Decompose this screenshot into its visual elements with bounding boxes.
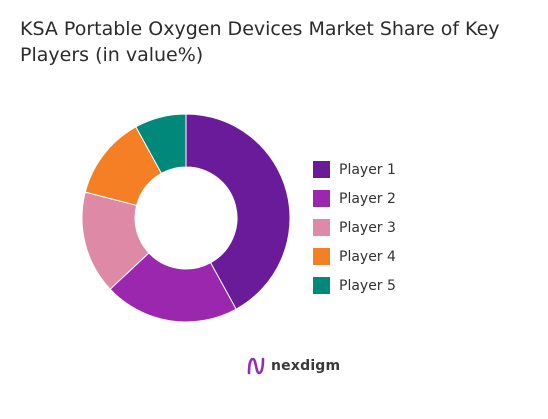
legend-label: Player 4 [339, 248, 396, 265]
brand-logo: nexdigm [246, 356, 340, 376]
chart-title: KSA Portable Oxygen Devices Market Share… [20, 18, 500, 66]
legend-label: Player 3 [339, 219, 396, 236]
brand-name: nexdigm [271, 358, 341, 374]
legend-label: Player 2 [339, 190, 396, 207]
donut-slice-2 [109, 252, 237, 323]
legend-swatch [313, 248, 330, 265]
legend-item-player-5: Player 5 [313, 271, 396, 300]
nexdigm-logo-icon [247, 357, 265, 375]
legend-swatch [313, 219, 330, 236]
legend-item-player-1: Player 1 [313, 155, 396, 184]
legend: Player 1 Player 2 Player 3 Player 4 Play… [313, 155, 396, 300]
legend-item-player-4: Player 4 [313, 242, 396, 271]
donut-slice-1 [185, 113, 291, 310]
legend-item-player-2: Player 2 [313, 184, 396, 213]
legend-swatch [313, 190, 330, 207]
legend-swatch [313, 161, 330, 178]
legend-swatch [313, 277, 330, 294]
legend-item-player-3: Player 3 [313, 213, 396, 242]
legend-label: Player 1 [339, 161, 396, 178]
donut-slice-5 [135, 113, 187, 174]
legend-label: Player 5 [339, 277, 396, 294]
